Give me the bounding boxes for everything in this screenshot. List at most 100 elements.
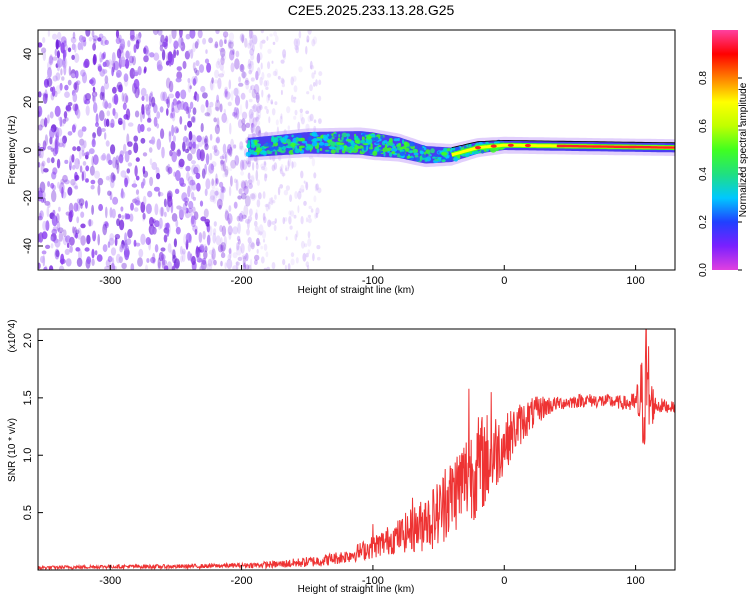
spectrogram-noise-blob xyxy=(227,39,232,50)
spectrogram-band-speckle xyxy=(322,134,328,139)
spectrogram-noise-blob xyxy=(107,102,112,109)
spectrogram-noise-blob xyxy=(219,103,223,113)
spectrogram-noise-blob xyxy=(134,110,140,118)
spectrogram-faint-blob xyxy=(289,225,293,230)
spectrogram-noise-blob xyxy=(105,175,110,181)
spectrogram-noise-blob xyxy=(217,244,224,253)
spectrogram-noise-blob xyxy=(41,250,47,255)
spectrogram-noise-blob xyxy=(251,123,255,128)
spectrogram-faint-blob xyxy=(300,240,305,249)
spectrogram-noise-blob xyxy=(176,128,179,133)
spectrogram-faint-blob xyxy=(255,116,259,123)
spectrogram-noise-blob xyxy=(186,146,192,151)
spectrogram-band-speckle xyxy=(291,134,294,138)
spectrogram-band-speckle xyxy=(307,145,314,149)
spectrogram-noise-blob xyxy=(127,40,131,48)
spectrogram-noise-blob xyxy=(206,263,213,270)
spectrogram-faint-blob xyxy=(266,108,269,114)
spectrogram-noise-blob xyxy=(85,105,90,116)
spectrogram-band-speckle xyxy=(372,150,378,156)
spectrogram-faint-blob xyxy=(270,101,274,105)
spectrogram-noise-blob xyxy=(230,159,237,169)
spectrogram-faint-blob xyxy=(259,104,262,109)
spectrogram-noise-blob xyxy=(235,179,239,191)
spectrogram-noise-blob xyxy=(228,79,232,90)
spectrogram-noise-blob xyxy=(196,93,200,102)
spectrogram-faint-blob xyxy=(294,109,298,116)
spectrogram-band-speckle xyxy=(333,133,337,137)
top-y-axis-label: Frequency (Hz) xyxy=(7,116,18,185)
spectrogram-noise-blob xyxy=(232,49,235,55)
spectrogram-noise-blob xyxy=(203,244,207,251)
spectrogram-noise-blob xyxy=(175,170,181,182)
spectrogram-band-speckle xyxy=(399,146,404,150)
spectrogram-noise-blob xyxy=(84,247,90,252)
spectrogram-noise-blob xyxy=(248,88,252,94)
spectrogram-noise-blob xyxy=(183,197,190,203)
spectrogram-noise-blob xyxy=(228,41,234,49)
spectrogram-noise-blob xyxy=(247,264,252,270)
spectrogram-faint-blob xyxy=(264,204,269,208)
spectrogram-noise-blob xyxy=(245,82,249,90)
spectrogram-noise-blob xyxy=(99,110,105,122)
spectrogram-faint-blob xyxy=(286,106,291,114)
spectrogram-noise-blob xyxy=(252,44,256,52)
spectrogram-noise-blob xyxy=(118,256,123,264)
spectrogram-faint-blob xyxy=(247,243,251,253)
spectrogram-noise-blob xyxy=(60,42,65,54)
spectrogram-noise-blob xyxy=(192,107,197,115)
spectrogram-noise-blob xyxy=(244,264,250,270)
spectrogram-noise-blob xyxy=(85,93,91,101)
spectrogram-noise-blob xyxy=(88,36,93,42)
spectrogram-faint-blob xyxy=(305,182,308,189)
spectrogram-band-speckle xyxy=(361,136,365,141)
spectrogram-band-speckle xyxy=(446,158,451,161)
spectrogram-noise-blob xyxy=(94,170,100,179)
spectrogram-noise-blob xyxy=(250,123,257,136)
spectrogram-noise-blob xyxy=(223,235,227,247)
spectrogram-noise-blob xyxy=(148,95,152,107)
spectrogram-noise-blob xyxy=(151,161,158,171)
spectrogram-noise-blob xyxy=(97,65,102,72)
spectrogram-noise-blob xyxy=(109,191,113,201)
spectrogram-noise-blob xyxy=(104,39,109,46)
spectrogram-noise-blob xyxy=(245,77,249,84)
top-x-tick-label: -300 xyxy=(99,275,121,287)
spectrogram-faint-blob xyxy=(309,60,313,70)
spectrogram-noise-blob xyxy=(165,60,170,66)
spectrogram-noise-blob xyxy=(107,255,113,263)
spectrogram-noise-blob xyxy=(109,122,115,128)
bottom-x-axis: -300 -200 -100 0 100 xyxy=(99,565,645,587)
spectrogram-noise-blob xyxy=(158,251,164,262)
spectrogram-noise-blob xyxy=(248,183,253,190)
spectrogram-noise-blob xyxy=(52,226,58,232)
spectrogram-noise-blob xyxy=(247,160,251,168)
spectrogram-band-speckle xyxy=(281,146,287,150)
spectrogram-faint-blob xyxy=(299,112,303,122)
spectrogram-faint-blob xyxy=(255,209,258,216)
spectrogram-faint-blob xyxy=(257,192,262,200)
spectrogram-noise-blob xyxy=(202,230,206,240)
spectrogram-noise-blob xyxy=(123,175,130,185)
spectrogram-noise-blob xyxy=(67,131,73,136)
spectrogram-faint-blob xyxy=(314,212,317,220)
spectrogram-band-speckle xyxy=(250,147,254,151)
spectrogram-noise-blob xyxy=(120,191,126,199)
spectrogram-noise-blob xyxy=(75,247,80,252)
spectrogram-noise-blob xyxy=(69,210,74,218)
spectrogram-band-speckle xyxy=(413,148,417,154)
spectrogram-noise-blob xyxy=(241,159,248,170)
spectrogram-faint-blob xyxy=(315,212,319,219)
spectrogram-noise-blob xyxy=(250,242,255,250)
spectrogram-band-speckle xyxy=(367,138,373,144)
top-y-tick-label: 0 xyxy=(22,147,34,153)
spectrogram-noise-blob xyxy=(216,198,223,209)
spectrogram-band-speckle xyxy=(246,143,251,149)
spectrogram-faint-blob xyxy=(309,84,313,92)
spectrogram-noise-blob xyxy=(42,220,47,231)
spectrogram-noise-blob xyxy=(185,232,192,243)
spectrogram-noise-blob xyxy=(253,36,258,45)
spectrogram-noise-blob xyxy=(204,245,208,253)
spectrogram-noise-blob xyxy=(171,124,175,137)
spectrogram-noise-blob xyxy=(116,48,122,59)
